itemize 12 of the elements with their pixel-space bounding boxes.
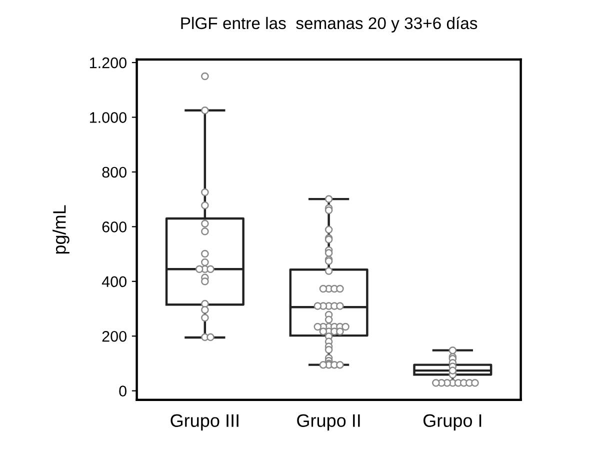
y-axis-title: pg/mL <box>52 205 70 254</box>
y-tick-label: 0 <box>119 386 126 396</box>
y-tick-label: 1.200 <box>90 57 126 68</box>
chart-title: PlGF entre las semanas 20 y 33+6 días <box>181 16 478 32</box>
y-tick-label: 400 <box>102 276 126 288</box>
y-tick-label: 800 <box>102 166 126 178</box>
x-tick-label: Grupo I <box>423 414 482 431</box>
x-tick-label: Grupo III <box>170 414 238 431</box>
y-tick-label: 1.000 <box>90 112 126 123</box>
y-tick-label: 200 <box>102 330 126 342</box>
y-tick-label: 600 <box>102 222 126 232</box>
x-tick-label: Grupo II <box>297 414 360 431</box>
